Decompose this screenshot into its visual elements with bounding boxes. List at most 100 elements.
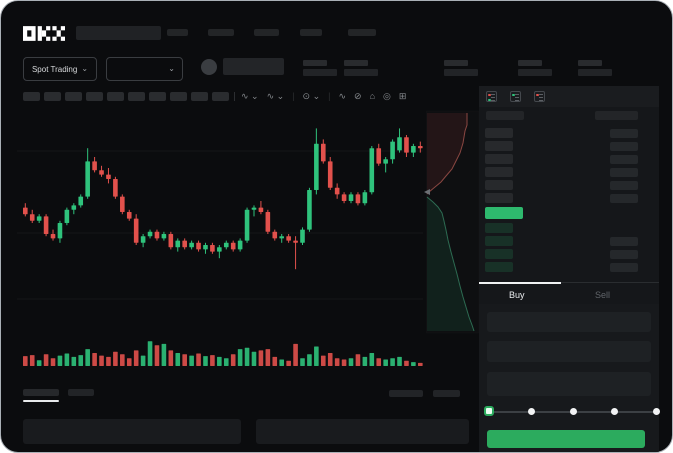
stat-label-placeholder — [518, 69, 552, 76]
market-stat — [303, 60, 339, 76]
line-style-icon[interactable]: ∿ ⌄ — [266, 91, 285, 101]
tab-sell[interactable]: Sell — [595, 290, 611, 300]
snapshot-icon[interactable]: ⌂ — [369, 91, 375, 101]
ask-row-price[interactable] — [485, 154, 513, 164]
orders-tab-2[interactable] — [68, 389, 94, 396]
toolbar-divider: | — [292, 91, 295, 101]
toolbar-tool[interactable] — [23, 92, 40, 101]
stat-value-placeholder — [518, 60, 542, 66]
topnav-item[interactable] — [167, 29, 188, 36]
bid-row-amount — [610, 263, 638, 272]
stat-label-placeholder — [344, 69, 378, 76]
chart-toolbar-icons: ∿ ⌄ ∿ ⌄ | ⊙ ⌄ | ∿ ⊘ ⌂ ◎ ⊞ — [241, 91, 406, 102]
volume-group — [23, 341, 423, 366]
slider-handle[interactable] — [484, 406, 494, 416]
market-type-selector[interactable]: Spot Trading ⌄ — [23, 57, 97, 81]
topnav-item[interactable] — [300, 29, 322, 36]
orders-filter-1[interactable] — [389, 390, 423, 397]
topnav-item[interactable] — [348, 29, 376, 36]
slider-stop[interactable] — [569, 408, 577, 415]
order-form — [479, 304, 660, 452]
market-stat — [518, 60, 554, 76]
slider-stop[interactable] — [528, 408, 535, 415]
pair-dropdown[interactable]: ⌄ — [106, 57, 183, 81]
toolbar-tool[interactable] — [107, 92, 124, 101]
depth-overlay — [424, 113, 475, 332]
slider-stop[interactable] — [611, 408, 618, 415]
orders-filter-2[interactable] — [433, 390, 460, 397]
order-book — [479, 86, 659, 282]
pair-avatar[interactable] — [201, 59, 217, 75]
toolbar-separator — [234, 92, 235, 101]
toolbar-tool[interactable] — [212, 92, 229, 101]
market-stat — [344, 60, 380, 76]
orders-tab-underline — [23, 400, 59, 402]
toolbar-tool[interactable] — [44, 92, 61, 101]
ask-row-price[interactable] — [485, 180, 513, 190]
tab-buy[interactable]: Buy — [509, 290, 525, 300]
ask-row-amount — [610, 129, 638, 138]
toolbar-tool[interactable] — [149, 92, 166, 101]
bid-row-price[interactable] — [485, 262, 513, 272]
topnav-item[interactable] — [208, 29, 234, 36]
pair-name-placeholder — [223, 58, 284, 75]
amount-slider[interactable] — [479, 406, 660, 421]
candle-style-icon[interactable]: ∿ ⌄ — [241, 91, 259, 101]
toolbar-tool[interactable] — [128, 92, 145, 101]
toolbar-tool[interactable] — [170, 92, 187, 101]
orders-table-placeholder — [23, 419, 241, 444]
market-stat — [444, 60, 480, 76]
book-asks-icon[interactable] — [534, 91, 545, 102]
orders-tab-active[interactable] — [23, 389, 59, 396]
stat-value-placeholder — [444, 60, 468, 66]
ask-row-price[interactable] — [485, 141, 513, 151]
global-search[interactable] — [76, 26, 161, 40]
layers-icon[interactable]: ⊘ — [354, 91, 362, 101]
last-price-bar[interactable] — [485, 207, 523, 219]
bid-row-amount — [610, 250, 638, 259]
stat-value-placeholder — [344, 60, 368, 66]
stat-label-placeholder — [444, 69, 478, 76]
okx-logo[interactable] — [23, 26, 65, 41]
buy-submit-button[interactable] — [487, 430, 645, 448]
last-price-marker — [424, 189, 430, 195]
toolbar-tool[interactable] — [65, 92, 82, 101]
ask-row-amount — [610, 142, 638, 151]
bid-row-price[interactable] — [485, 223, 513, 233]
book-bids-icon[interactable] — [510, 91, 521, 102]
chevron-down-icon: ⌄ — [81, 64, 89, 73]
history-table-placeholder — [256, 419, 469, 444]
price-input[interactable] — [487, 312, 651, 332]
book-header-amount — [595, 111, 638, 120]
bid-row-price[interactable] — [485, 249, 513, 259]
compare-icon[interactable]: ⊙ ⌄ — [302, 91, 321, 101]
book-combined-icon[interactable] — [486, 91, 497, 102]
toolbar-tool[interactable] — [191, 92, 208, 101]
right-panel: Buy Sell — [479, 86, 660, 452]
candlestick-chart[interactable] — [15, 109, 479, 373]
bid-row-amount — [610, 237, 638, 246]
slider-stop[interactable] — [652, 408, 660, 415]
toolbar-tool[interactable] — [86, 92, 103, 101]
chevron-down-icon: ⌄ — [168, 64, 175, 73]
price-chart-svg — [17, 113, 475, 366]
stat-value-placeholder — [578, 60, 602, 66]
market-type-label: Spot Trading — [31, 64, 78, 74]
ask-row-amount — [610, 181, 638, 190]
topnav-item[interactable] — [254, 29, 279, 36]
ask-row-price[interactable] — [485, 167, 513, 177]
ask-row-amount — [610, 194, 638, 203]
bid-row-price[interactable] — [485, 236, 513, 246]
book-header-price — [486, 111, 524, 120]
total-input[interactable] — [487, 372, 651, 396]
indicators-icon[interactable]: ∿ — [338, 91, 347, 101]
ask-row-price[interactable] — [485, 128, 513, 138]
stat-label-placeholder — [303, 69, 337, 76]
ask-row-price[interactable] — [485, 193, 513, 203]
fullscreen-icon[interactable]: ⊞ — [398, 91, 407, 101]
amount-input[interactable] — [487, 341, 651, 362]
stat-label-placeholder — [578, 69, 612, 76]
chart-settings-icon[interactable]: ◎ — [383, 91, 391, 101]
